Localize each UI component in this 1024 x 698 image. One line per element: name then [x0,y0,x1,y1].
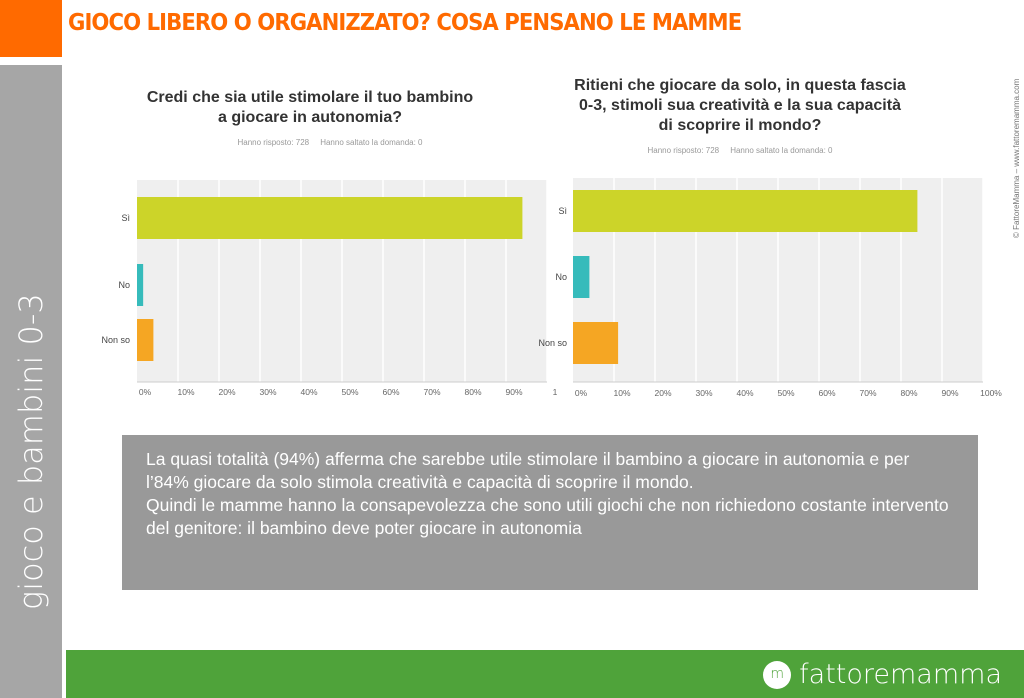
x-tick-label: 60% [382,387,399,397]
x-tick-label: 50% [777,388,794,398]
x-tick-label: 30% [259,387,276,397]
x-tick-label: 1 [553,387,558,397]
x-tick-label: 90% [941,388,958,398]
x-tick-label: 80% [900,388,917,398]
bar-si [137,197,523,239]
category-label: Non so [101,335,130,345]
logo-text: fattoremamma [799,659,1002,690]
summary-paragraph-2: Quindi le mamme hanno la consapevolezza … [146,495,949,538]
x-tick-label: 90% [505,387,522,397]
footer-bar: m fattoremamma [66,650,1024,698]
chart-2-meta: Hanno risposto: 728 Hanno saltato la dom… [647,146,833,155]
x-tick-label: 10% [613,388,630,398]
orange-accent-square [0,0,62,57]
category-label: Sì [121,213,130,223]
chart-2-title-line-1: Ritieni che giocare da solo, in questa f… [574,77,906,94]
bar-no [137,264,144,306]
chart-2-title-line-2: 0-3, stimoli sua creatività e la sua cap… [579,97,901,114]
x-tick-label: 70% [423,387,440,397]
logo-m-icon: m [763,660,792,689]
bar-non-so [573,322,619,364]
chart-1-header: Credi che sia utile stimolare il tuo bam… [100,88,520,147]
x-tick-label: 70% [859,388,876,398]
x-tick-label: 0% [575,388,588,398]
x-tick-label: 10% [177,387,194,397]
chart-1-meta: Hanno risposto: 728 Hanno saltato la dom… [237,138,423,147]
x-tick-label: 40% [736,388,753,398]
x-tick-label: 20% [654,388,671,398]
category-label: Sì [558,206,567,216]
page-title: GIOCO LIBERO O ORGANIZZATO? COSA PENSANO… [68,10,742,36]
bar-no [573,256,590,298]
category-label: Non so [538,338,567,348]
chart-2-title-line-3: di scoprire il mondo? [658,117,822,134]
category-label: No [555,272,567,282]
x-tick-label: 30% [695,388,712,398]
x-tick-label: 0% [139,387,152,397]
chart-1-title-line-2: a giocare in autonomia? [217,109,403,126]
x-tick-label: 20% [218,387,235,397]
fattoremamma-logo: m fattoremamma [763,659,1002,690]
x-tick-label: 100% [980,388,1002,398]
x-tick-label: 40% [300,387,317,397]
summary-paragraph-1: La quasi totalità (94%) afferma che sare… [146,449,910,492]
x-tick-label: 60% [818,388,835,398]
bar-si [573,190,918,232]
chart-2-header: Ritieni che giocare da solo, in questa f… [530,76,950,155]
bar-non-so [137,319,154,361]
sidebar: gioco e bambini 0-3 [0,65,62,698]
chart-1-title-line-1: Credi che sia utile stimolare il tuo bam… [146,89,474,106]
category-label: No [118,280,130,290]
summary-box: La quasi totalità (94%) afferma che sare… [122,435,978,590]
x-tick-label: 80% [464,387,481,397]
x-tick-label: 50% [341,387,358,397]
